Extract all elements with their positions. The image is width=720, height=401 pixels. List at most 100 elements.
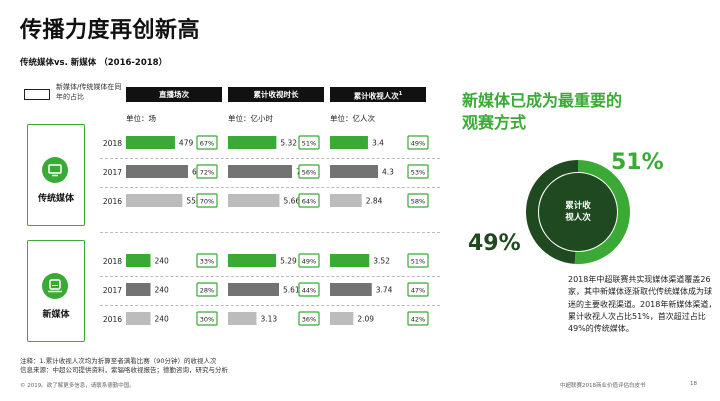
share-label: 51% — [302, 140, 316, 148]
bar-value-label: 3.13 — [260, 315, 277, 324]
bar-traditional-2-1 — [330, 165, 378, 178]
share-label: 70% — [200, 198, 214, 206]
bar-value-label: 5.61 — [283, 286, 300, 295]
share-label: 30% — [200, 316, 214, 324]
share-label: 51% — [411, 258, 425, 266]
row-separator — [100, 276, 440, 277]
share-label: 49% — [302, 258, 316, 266]
legend-swatch — [24, 89, 50, 100]
traditional-media-label: 传统媒体 — [37, 194, 74, 204]
header-live-matches: 直播场次 — [126, 87, 222, 102]
year-label: 2018 — [102, 257, 122, 266]
share-box — [298, 193, 320, 208]
footer-report-name: 中超联赛2018商业价值评估白皮书 — [560, 383, 646, 389]
traditional-media-percent: 49% — [468, 231, 521, 256]
share-box — [298, 311, 320, 326]
share-label: 64% — [302, 198, 316, 206]
donut-chart — [526, 160, 630, 264]
new-media-percent: 51% — [611, 150, 664, 175]
donut-slice-traditional-media — [526, 160, 579, 264]
share-label: 58% — [411, 198, 425, 206]
bar-value-label: 479 — [179, 139, 194, 148]
bar-new-0-0 — [126, 254, 151, 267]
bar-value-label: 4.3 — [382, 168, 394, 177]
bar-new-1-2 — [228, 312, 257, 325]
share-label: 33% — [200, 258, 214, 266]
row-separator — [100, 305, 440, 306]
share-label: 49% — [411, 140, 425, 148]
bar-traditional-1-2 — [228, 194, 280, 207]
year-label: 2017 — [102, 286, 122, 295]
share-box — [298, 282, 320, 297]
unit-viewers: 单位：亿人次 — [330, 114, 375, 123]
header-viewing-hours: 累计收视时长 — [228, 87, 324, 102]
donut-center — [539, 173, 617, 251]
bar-value-label: 5.66 — [283, 197, 300, 206]
legend: 新媒体/传统媒体在同年的占比 — [24, 80, 122, 110]
bar-traditional-2-0 — [330, 136, 368, 149]
bar-value-label: 240 — [155, 257, 170, 266]
share-label: 42% — [411, 316, 425, 324]
footer-copyright: © 2019。欲了解更多信息，请联系德勤中国。 — [20, 383, 135, 389]
share-box — [298, 164, 320, 179]
traditional-media-panel: 传统媒体 — [27, 124, 85, 226]
share-label: 67% — [200, 140, 214, 148]
share-label: 53% — [411, 169, 425, 177]
page-number: 18 — [690, 381, 697, 387]
bar-value-label: 3.4 — [372, 139, 384, 148]
new-media-panel: 新媒体 — [27, 240, 85, 342]
share-box — [196, 253, 218, 268]
bar-traditional-1-0 — [228, 136, 277, 149]
share-box — [196, 135, 218, 150]
share-box — [407, 311, 429, 326]
year-label: 2017 — [102, 168, 122, 177]
share-box — [407, 193, 429, 208]
year-label: 2016 — [102, 197, 122, 206]
legend-text: 新媒体/传统媒体在同年的占比 — [56, 83, 122, 101]
header-viewers: 累计收视人次1 — [330, 87, 426, 102]
bar-new-1-1 — [228, 283, 279, 296]
bar-new-2-1 — [330, 283, 372, 296]
share-box — [298, 135, 320, 150]
bar-value-label: 5.29 — [280, 257, 297, 266]
year-label: 2016 — [102, 315, 122, 324]
device-icon — [42, 273, 68, 299]
unit-live-matches: 单位：场 — [126, 114, 156, 123]
row-separator — [100, 232, 440, 233]
row-separator — [100, 187, 440, 188]
donut-slice-new-media — [574, 160, 630, 264]
bar-value-label: 240 — [155, 315, 170, 324]
bar-value-label: 5.32 — [280, 139, 297, 148]
share-box — [196, 193, 218, 208]
bar-value-label: 3.74 — [376, 286, 393, 295]
share-label: 47% — [411, 287, 425, 295]
page-subtitle: 传统媒体vs. 新媒体 （2016-2018） — [20, 58, 168, 68]
bar-traditional-0-2 — [126, 194, 183, 207]
bar-value-label: 2.09 — [357, 315, 374, 324]
share-box — [196, 311, 218, 326]
share-label: 44% — [302, 287, 316, 295]
bar-new-0-2 — [126, 312, 151, 325]
bar-value-label: 240 — [155, 286, 170, 295]
bar-traditional-0-0 — [126, 136, 175, 149]
page-title: 传播力度再创新高 — [20, 18, 201, 43]
bar-new-0-1 — [126, 283, 151, 296]
donut-center-label: 累计收 视人次 — [565, 201, 591, 223]
share-box — [407, 135, 429, 150]
new-media-label: 新媒体 — [42, 310, 70, 320]
bar-value-label: 3.52 — [373, 257, 390, 266]
bar-traditional-1-1 — [228, 165, 292, 178]
share-label: 36% — [302, 316, 316, 324]
share-box — [298, 253, 320, 268]
tv-icon — [42, 157, 68, 183]
share-label: 56% — [302, 169, 316, 177]
row-separator — [100, 158, 440, 159]
bar-value-label: 2.84 — [366, 197, 383, 206]
year-label: 2018 — [102, 139, 122, 148]
bar-new-2-0 — [330, 254, 370, 267]
share-box — [407, 164, 429, 179]
footnote: 注释：1.累计收视人次均为折算至者满看比赛（90分钟）的收视人次 信息来源：中超… — [20, 357, 228, 374]
bar-value-label: 552 — [186, 197, 201, 206]
share-label: 72% — [200, 169, 214, 177]
share-box — [196, 164, 218, 179]
